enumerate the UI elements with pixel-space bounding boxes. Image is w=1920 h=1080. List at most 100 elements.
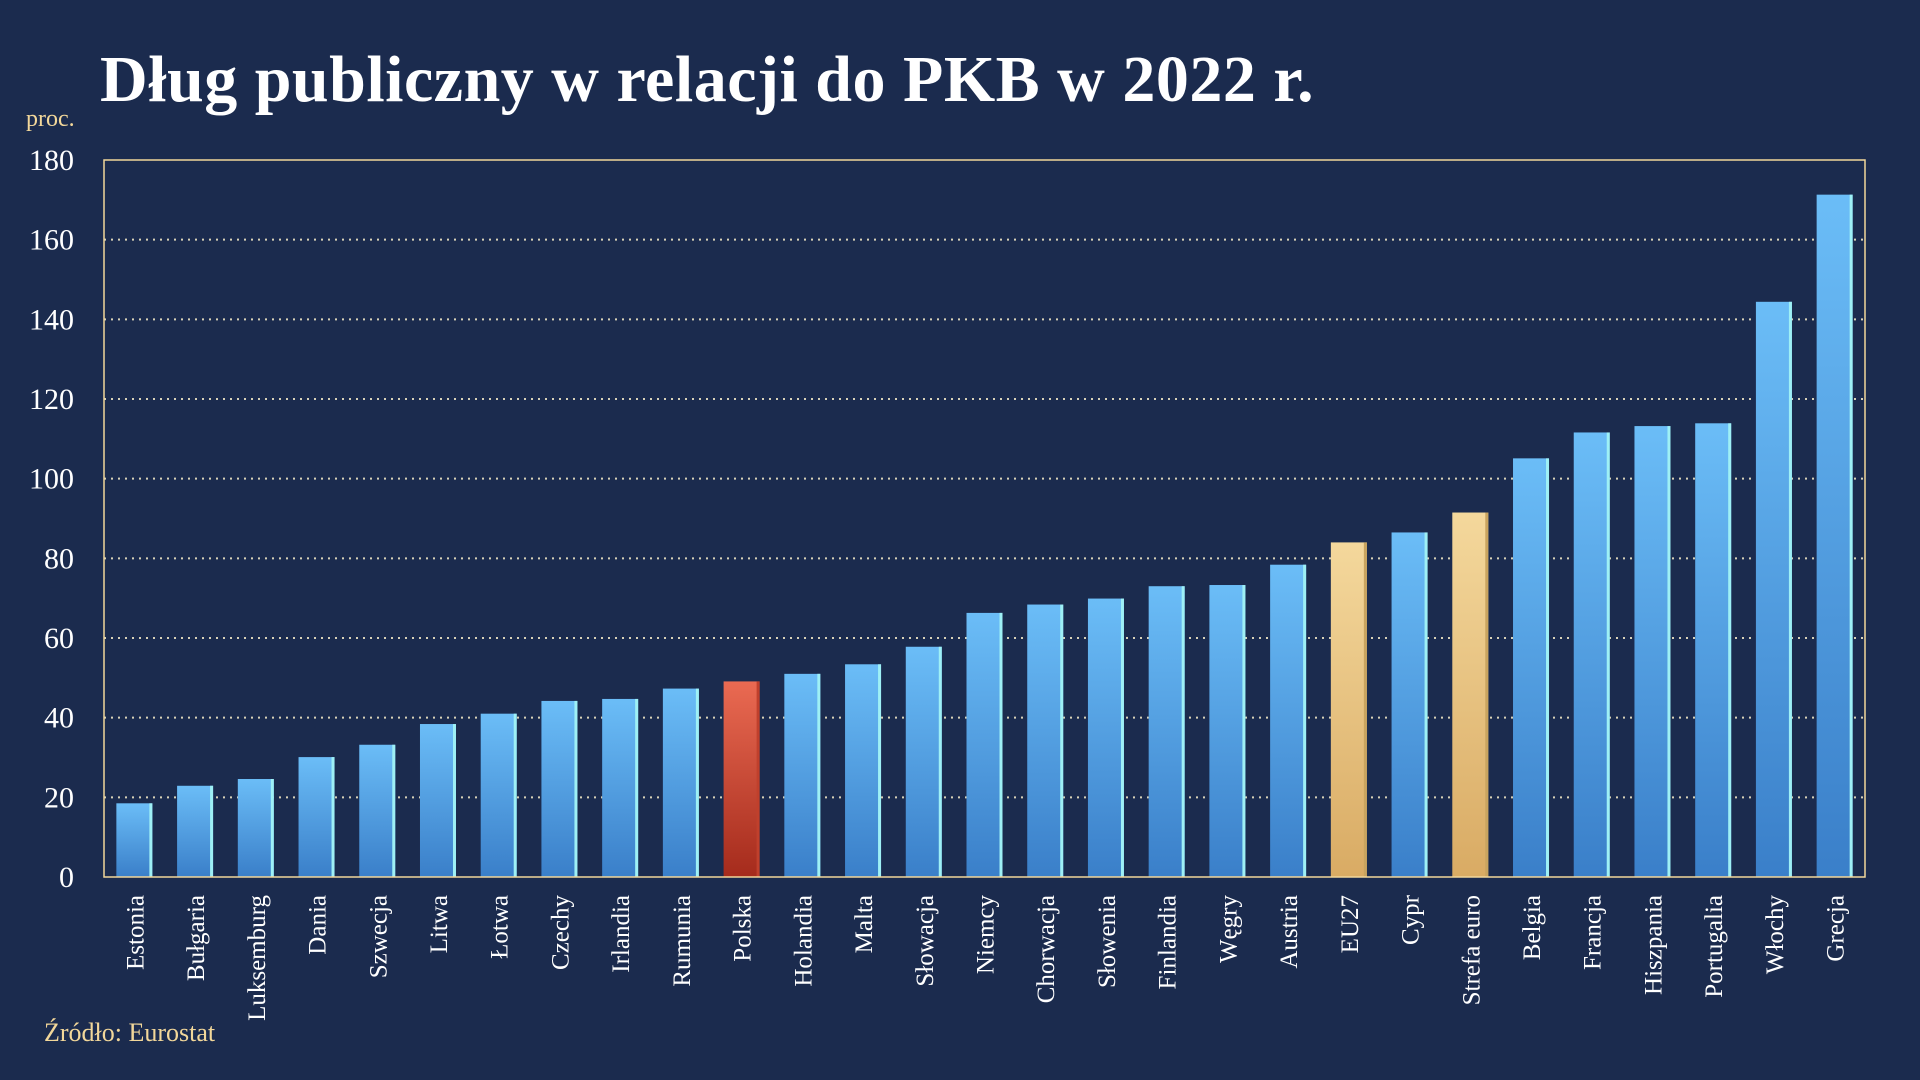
- bar-edge: [1242, 585, 1246, 877]
- x-category-label: Włochy: [1762, 895, 1789, 975]
- bar-holandia: [784, 673, 821, 877]
- plot-frame: [103, 159, 1866, 878]
- x-category-label: Polska: [730, 895, 757, 962]
- x-category-label: Bułgaria: [183, 895, 210, 981]
- bar-słowenia: [1087, 598, 1124, 877]
- x-category-label: Łotwa: [487, 895, 514, 959]
- bar-francja: [1573, 432, 1610, 877]
- bar-edge: [1424, 532, 1428, 877]
- x-category-label: Luksemburg: [244, 895, 271, 1021]
- x-category-label: Rumunia: [669, 895, 696, 987]
- bar-eu27: [1330, 542, 1367, 877]
- x-category-label: Słowenia: [1094, 895, 1121, 988]
- bar-portugalia: [1695, 423, 1732, 877]
- y-tick-label: 80: [44, 542, 74, 575]
- bar-słowacja: [905, 646, 942, 877]
- bar-malta: [845, 664, 882, 877]
- y-tick-label: 100: [29, 463, 74, 496]
- y-tick-label: 40: [44, 702, 74, 735]
- bar-łotwa: [480, 713, 517, 877]
- bar-edge: [1060, 604, 1064, 877]
- bar-finlandia: [1148, 586, 1185, 877]
- bar-dania: [298, 757, 335, 877]
- bar-edge: [1181, 586, 1185, 877]
- x-category-label: Szwecja: [365, 895, 392, 978]
- bar-cypr: [1391, 532, 1428, 877]
- bar-edge: [210, 785, 214, 877]
- x-category-label: Irlandia: [608, 895, 635, 973]
- bar-austria: [1270, 564, 1307, 877]
- bar-edge: [331, 757, 335, 877]
- bar-edge: [817, 673, 821, 877]
- x-category-label: EU27: [1337, 895, 1364, 953]
- bar-edge: [938, 646, 942, 877]
- bar-rumunia: [662, 688, 699, 877]
- x-category-label: Portugalia: [1701, 895, 1728, 998]
- bar-edge: [1303, 564, 1307, 877]
- bar-edge: [695, 688, 699, 877]
- x-category-label: Austria: [1276, 895, 1303, 969]
- bar-luksemburg: [237, 779, 274, 877]
- source-note: Źródło: Eurostat: [44, 1018, 216, 1047]
- bar-edge: [1849, 194, 1853, 877]
- bar-irlandia: [602, 698, 639, 877]
- x-category-label: Holandia: [790, 895, 817, 987]
- bar-edge: [1788, 301, 1792, 878]
- bar-litwa: [419, 724, 456, 877]
- bars: [116, 194, 1853, 878]
- x-category-label: Finlandia: [1155, 895, 1182, 989]
- x-category-label: Belgia: [1519, 895, 1546, 960]
- bar-węgry: [1209, 585, 1246, 877]
- x-category-label: Niemcy: [973, 895, 1000, 975]
- x-category-label: Węgry: [1215, 895, 1242, 964]
- x-category-label: Cypr: [1398, 894, 1425, 945]
- bar-edge: [149, 803, 153, 877]
- y-tick-label: 160: [29, 224, 74, 257]
- bar-edge: [392, 744, 396, 877]
- bar-strefa-euro: [1452, 512, 1489, 877]
- bar-edge: [1667, 426, 1671, 877]
- bar-edge: [1120, 598, 1124, 877]
- bar-hiszpania: [1634, 426, 1671, 877]
- x-category-label: Czechy: [547, 895, 574, 970]
- bar-edge: [1606, 432, 1610, 877]
- x-category-label: Hiszpania: [1640, 895, 1667, 995]
- category-labels: Estonia Bułgaria Luksemburg Dania Szwecja Lit…: [122, 894, 1849, 1021]
- bar-włochy: [1755, 301, 1792, 878]
- x-category-label: Grecja: [1823, 895, 1850, 962]
- bar-edge: [1485, 512, 1489, 877]
- y-tick-label: 180: [29, 144, 74, 177]
- x-category-label: Malta: [851, 895, 878, 953]
- bar-edge: [1728, 423, 1732, 877]
- bar-edge: [513, 713, 517, 877]
- bar-belgia: [1513, 458, 1550, 877]
- bar-edge: [635, 698, 639, 877]
- y-tick-label: 20: [44, 781, 74, 814]
- bar-bułgaria: [177, 785, 214, 877]
- y-tick-label: 140: [29, 303, 74, 336]
- x-category-label: Chorwacja: [1033, 895, 1060, 1003]
- x-category-label: Strefa euro: [1458, 895, 1485, 1005]
- x-category-label: Litwa: [426, 895, 453, 953]
- bar-edge: [270, 779, 274, 877]
- y-tick-label: 60: [44, 622, 74, 655]
- x-category-label: Estonia: [122, 895, 149, 970]
- bar-czechy: [541, 700, 578, 877]
- x-category-label: Dania: [305, 895, 332, 955]
- y-axis-unit-label: proc.: [26, 106, 75, 132]
- bar-szwecja: [359, 744, 396, 877]
- bar-chorwacja: [1027, 604, 1064, 877]
- y-axis-ticks: 0 20 40 60 80 100 120 140 160 180: [29, 144, 74, 894]
- x-category-label: Francja: [1580, 895, 1607, 970]
- bar-polska: [723, 681, 760, 877]
- bar-edge: [878, 664, 882, 877]
- x-category-label: Słowacja: [912, 895, 939, 987]
- bar-edge: [999, 612, 1003, 877]
- bar-edge: [1546, 458, 1550, 877]
- chart-title: Dług publiczny w relacji do PKB w 2022 r…: [100, 43, 1315, 116]
- y-tick-label: 0: [59, 861, 74, 894]
- bar-edge: [1363, 542, 1367, 877]
- bar-estonia: [116, 803, 153, 877]
- y-tick-label: 120: [29, 383, 74, 416]
